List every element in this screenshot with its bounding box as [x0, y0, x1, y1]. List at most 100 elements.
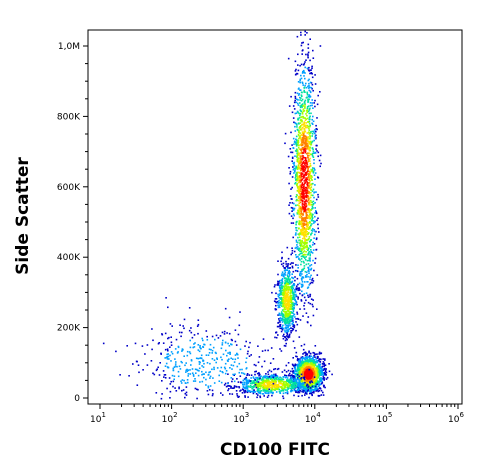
- data-point: [300, 97, 302, 99]
- data-point: [284, 315, 287, 317]
- data-point: [284, 271, 287, 274]
- data-point: [302, 213, 304, 215]
- data-point: [278, 282, 280, 285]
- data-point: [236, 394, 239, 397]
- data-point: [298, 375, 301, 378]
- data-point: [295, 351, 298, 354]
- data-point: [296, 288, 298, 291]
- data-point: [199, 346, 201, 349]
- data-point: [303, 250, 306, 252]
- data-point: [303, 128, 306, 131]
- data-point: [304, 192, 307, 194]
- data-point: [307, 166, 309, 169]
- data-point: [274, 336, 276, 339]
- data-point: [295, 175, 297, 177]
- data-point: [290, 206, 293, 209]
- data-point: [293, 381, 296, 384]
- data-point: [317, 376, 320, 379]
- data-point: [311, 122, 313, 125]
- data-point: [274, 368, 277, 370]
- data-point: [299, 233, 301, 236]
- data-point: [289, 195, 292, 197]
- data-point: [306, 170, 309, 173]
- data-point: [305, 230, 307, 232]
- data-point: [304, 157, 307, 159]
- data-point: [298, 379, 300, 382]
- data-point: [281, 251, 283, 254]
- data-point: [311, 130, 314, 133]
- data-point: [299, 241, 302, 243]
- data-point: [264, 384, 266, 386]
- data-point: [281, 309, 284, 311]
- data-point: [304, 232, 306, 235]
- data-point: [285, 321, 287, 324]
- data-point: [308, 198, 310, 200]
- data-point: [223, 330, 226, 333]
- data-point: [287, 271, 290, 274]
- data-point: [201, 370, 203, 373]
- data-point: [302, 220, 304, 222]
- data-point: [296, 311, 298, 314]
- data-point: [208, 389, 211, 391]
- data-point: [313, 390, 315, 392]
- data-point: [240, 381, 242, 384]
- data-point: [208, 348, 211, 351]
- data-point: [280, 260, 282, 263]
- data-point: [308, 222, 310, 224]
- data-point: [312, 280, 315, 282]
- data-point: [308, 250, 311, 253]
- data-point: [293, 325, 296, 327]
- data-point: [314, 345, 317, 347]
- data-point: [304, 207, 307, 210]
- data-point: [175, 361, 177, 363]
- data-point: [280, 317, 282, 320]
- data-point: [302, 234, 305, 237]
- data-point: [213, 382, 216, 384]
- data-point: [159, 362, 161, 364]
- data-point: [196, 388, 198, 391]
- data-point: [209, 375, 212, 378]
- data-point: [304, 231, 306, 233]
- data-point: [298, 383, 300, 385]
- data-point: [284, 296, 286, 299]
- data-point: [290, 215, 293, 217]
- data-point: [318, 353, 320, 355]
- data-point: [298, 207, 301, 209]
- data-point: [319, 377, 321, 380]
- data-point: [211, 352, 213, 354]
- data-point: [191, 372, 194, 374]
- data-point: [295, 295, 297, 297]
- data-point: [287, 275, 289, 278]
- data-point: [246, 352, 249, 355]
- data-point: [164, 332, 167, 335]
- data-point: [299, 180, 301, 182]
- data-point: [310, 131, 312, 133]
- data-point: [296, 377, 299, 379]
- data-point: [262, 338, 265, 340]
- data-point: [245, 367, 248, 370]
- data-point: [310, 112, 312, 115]
- data-point: [298, 192, 301, 194]
- data-point: [300, 142, 303, 145]
- data-point: [311, 277, 314, 280]
- data-point: [273, 388, 275, 391]
- data-point: [229, 393, 231, 395]
- data-point: [289, 267, 291, 269]
- data-point: [201, 337, 203, 340]
- data-point: [298, 154, 300, 156]
- data-point: [285, 294, 288, 296]
- data-point: [292, 222, 295, 224]
- data-point: [270, 384, 273, 386]
- data-point: [301, 249, 303, 252]
- data-point: [294, 169, 296, 172]
- data-point: [278, 299, 280, 302]
- data-point: [216, 367, 219, 369]
- data-point: [291, 273, 293, 275]
- data-point: [296, 171, 299, 174]
- data-point: [284, 281, 286, 283]
- data-point: [220, 381, 223, 384]
- data-point: [166, 356, 169, 358]
- data-point: [309, 104, 312, 107]
- data-point: [316, 103, 319, 106]
- data-point: [314, 151, 317, 154]
